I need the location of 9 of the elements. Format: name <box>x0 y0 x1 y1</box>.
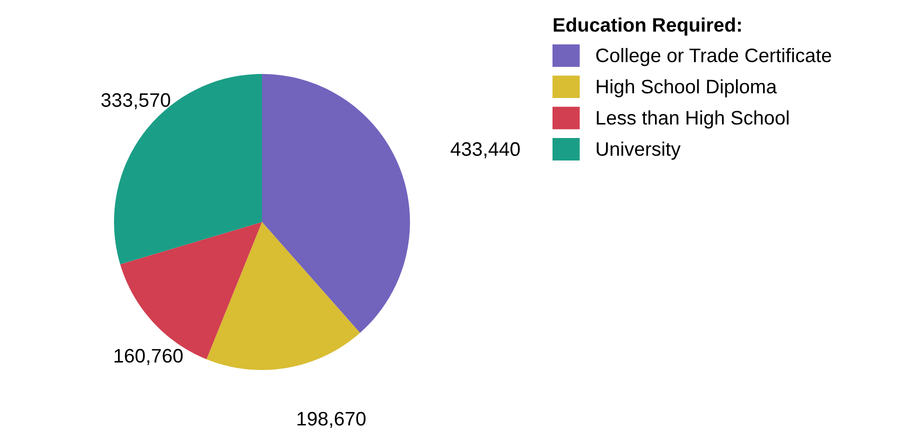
legend-label: College or Trade Certificate <box>596 48 832 66</box>
legend-title: Education Required: <box>554 18 741 36</box>
legend-label: Less than High School <box>596 110 789 129</box>
data-label: 433,440 <box>450 142 520 158</box>
legend-label: High School Diploma <box>596 79 777 98</box>
data-label: 160,760 <box>114 348 183 365</box>
legend-label: University <box>596 142 681 160</box>
data-label: 333,570 <box>101 93 170 110</box>
data-label: 198,670 <box>298 412 366 428</box>
